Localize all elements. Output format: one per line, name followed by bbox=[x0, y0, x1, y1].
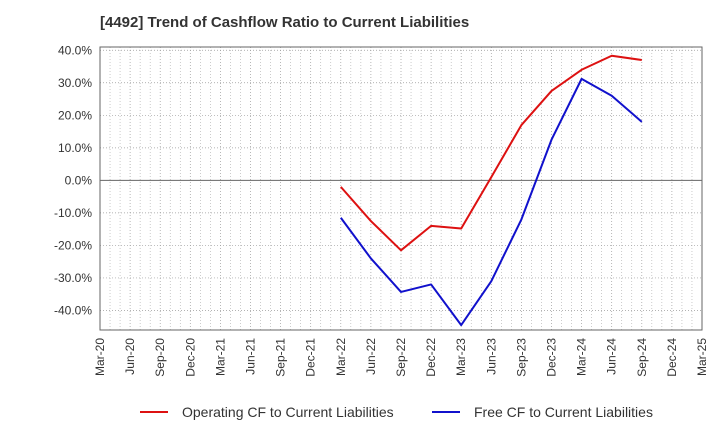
x-tick-label: Dec-20 bbox=[183, 338, 197, 377]
y-tick-label: -20.0% bbox=[54, 238, 92, 252]
legend-label-operating-cf: Operating CF to Current Liabilities bbox=[182, 404, 394, 420]
x-tick-label: Dec-21 bbox=[304, 338, 318, 377]
x-tick-label: Jun-24 bbox=[605, 338, 619, 375]
plot-area-border bbox=[99, 46, 703, 331]
y-tick-label: -30.0% bbox=[54, 271, 92, 285]
x-tick-label: Jun-22 bbox=[364, 338, 378, 375]
x-tick-label: Sep-23 bbox=[514, 338, 528, 377]
x-tick-label: Mar-23 bbox=[454, 338, 468, 376]
x-tick-label: Sep-22 bbox=[394, 338, 408, 377]
chart-title: [4492] Trend of Cashflow Ratio to Curren… bbox=[100, 14, 470, 31]
x-tick-label: Dec-22 bbox=[424, 338, 438, 377]
x-tick-label: Sep-20 bbox=[153, 338, 167, 377]
x-tick-label: Sep-24 bbox=[635, 338, 649, 377]
x-tick-label: Mar-21 bbox=[213, 338, 227, 376]
x-tick-label: Dec-24 bbox=[665, 338, 679, 377]
y-tick-label: 40.0% bbox=[58, 43, 92, 57]
x-tick-label: Mar-24 bbox=[575, 338, 589, 376]
x-tick-label: Jun-21 bbox=[244, 338, 258, 375]
legend-item-operating-cf: Operating CF to Current Liabilities bbox=[140, 404, 394, 420]
series-line-free-cf bbox=[339, 77, 643, 327]
y-tick-label: 20.0% bbox=[58, 108, 92, 122]
y-tick-label: 10.0% bbox=[58, 141, 92, 155]
x-tick-label: Dec-23 bbox=[545, 338, 559, 377]
series-line-operating-cf bbox=[340, 54, 642, 252]
legend-swatch-operating-cf bbox=[140, 411, 168, 413]
x-tick-label: Mar-20 bbox=[93, 338, 107, 376]
legend-swatch-free-cf bbox=[432, 411, 460, 413]
x-tick-label: Mar-25 bbox=[695, 338, 709, 376]
x-tick-label: Mar-22 bbox=[334, 338, 348, 376]
y-tick-label: 30.0% bbox=[58, 76, 92, 90]
legend-label-free-cf: Free CF to Current Liabilities bbox=[474, 404, 653, 420]
y-tick-label: -10.0% bbox=[54, 206, 92, 220]
x-tick-label: Jun-23 bbox=[484, 338, 498, 375]
y-tick-label: 0.0% bbox=[65, 173, 93, 187]
y-tick-label: -40.0% bbox=[54, 303, 92, 317]
legend-item-free-cf: Free CF to Current Liabilities bbox=[432, 404, 653, 420]
x-tick-label: Sep-21 bbox=[274, 338, 288, 377]
x-tick-label: Jun-20 bbox=[123, 338, 137, 375]
